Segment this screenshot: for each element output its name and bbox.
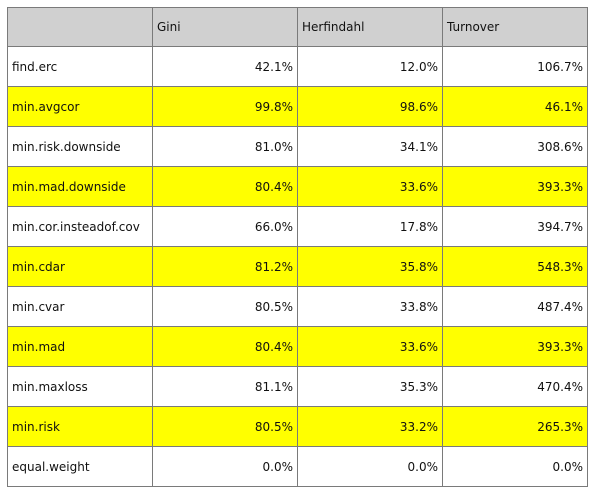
gini-cell: 99.8%: [152, 86, 298, 127]
row-label: min.risk.downside: [7, 126, 153, 167]
gini-cell: 66.0%: [152, 206, 298, 247]
row-label: min.mad: [7, 326, 153, 367]
gini-cell: 80.4%: [152, 166, 298, 207]
herfindahl-cell: 34.1%: [297, 126, 443, 167]
row-label: min.maxloss: [7, 366, 153, 407]
table-container: Gini Herfindahl Turnover find.erc 42.1% 12…: [7, 7, 588, 487]
table-row: min.mad 80.4% 33.6% 393.3%: [7, 326, 588, 367]
table-row: equal.weight 0.0% 0.0% 0.0%: [7, 446, 588, 487]
gini-cell: 80.5%: [152, 286, 298, 327]
table-row: min.avgcor 99.8% 98.6% 46.1%: [7, 86, 588, 127]
row-label: min.cvar: [7, 286, 153, 327]
table-row: min.cvar 80.5% 33.8% 487.4%: [7, 286, 588, 327]
table-row: min.cdar 81.2% 35.8% 548.3%: [7, 246, 588, 287]
turnover-cell: 393.3%: [442, 326, 588, 367]
herfindahl-cell: 33.6%: [297, 166, 443, 207]
turnover-cell: 470.4%: [442, 366, 588, 407]
turnover-cell: 308.6%: [442, 126, 588, 167]
row-label: min.risk: [7, 406, 153, 447]
portfolio-stats-table: Gini Herfindahl Turnover find.erc 42.1% 12…: [7, 7, 588, 487]
herfindahl-cell: 35.3%: [297, 366, 443, 407]
herfindahl-cell: 12.0%: [297, 46, 443, 87]
row-label: min.mad.downside: [7, 166, 153, 207]
header-row: Gini Herfindahl Turnover: [7, 7, 588, 47]
header-turnover: Turnover: [442, 7, 588, 47]
turnover-cell: 487.4%: [442, 286, 588, 327]
table-row: min.maxloss 81.1% 35.3% 470.4%: [7, 366, 588, 407]
table-row: find.erc 42.1% 12.0% 106.7%: [7, 46, 588, 87]
gini-cell: 81.2%: [152, 246, 298, 287]
row-label: min.cor.insteadof.cov: [7, 206, 153, 247]
gini-cell: 0.0%: [152, 446, 298, 487]
row-label: equal.weight: [7, 446, 153, 487]
row-label: min.avgcor: [7, 86, 153, 127]
table-row: min.mad.downside 80.4% 33.6% 393.3%: [7, 166, 588, 207]
gini-cell: 80.5%: [152, 406, 298, 447]
turnover-cell: 0.0%: [442, 446, 588, 487]
herfindahl-cell: 33.8%: [297, 286, 443, 327]
turnover-cell: 393.3%: [442, 166, 588, 207]
herfindahl-cell: 98.6%: [297, 86, 443, 127]
table-row: min.risk.downside 81.0% 34.1% 308.6%: [7, 126, 588, 167]
header-empty: [7, 7, 153, 47]
header-herfindahl: Herfindahl: [297, 7, 443, 47]
herfindahl-cell: 33.2%: [297, 406, 443, 447]
row-label: min.cdar: [7, 246, 153, 287]
gini-cell: 81.1%: [152, 366, 298, 407]
turnover-cell: 106.7%: [442, 46, 588, 87]
table-row: min.risk 80.5% 33.2% 265.3%: [7, 406, 588, 447]
table-row: min.cor.insteadof.cov 66.0% 17.8% 394.7%: [7, 206, 588, 247]
turnover-cell: 46.1%: [442, 86, 588, 127]
herfindahl-cell: 0.0%: [297, 446, 443, 487]
herfindahl-cell: 35.8%: [297, 246, 443, 287]
gini-cell: 80.4%: [152, 326, 298, 367]
gini-cell: 42.1%: [152, 46, 298, 87]
row-label: find.erc: [7, 46, 153, 87]
herfindahl-cell: 33.6%: [297, 326, 443, 367]
turnover-cell: 394.7%: [442, 206, 588, 247]
turnover-cell: 265.3%: [442, 406, 588, 447]
header-gini: Gini: [152, 7, 298, 47]
turnover-cell: 548.3%: [442, 246, 588, 287]
herfindahl-cell: 17.8%: [297, 206, 443, 247]
gini-cell: 81.0%: [152, 126, 298, 167]
